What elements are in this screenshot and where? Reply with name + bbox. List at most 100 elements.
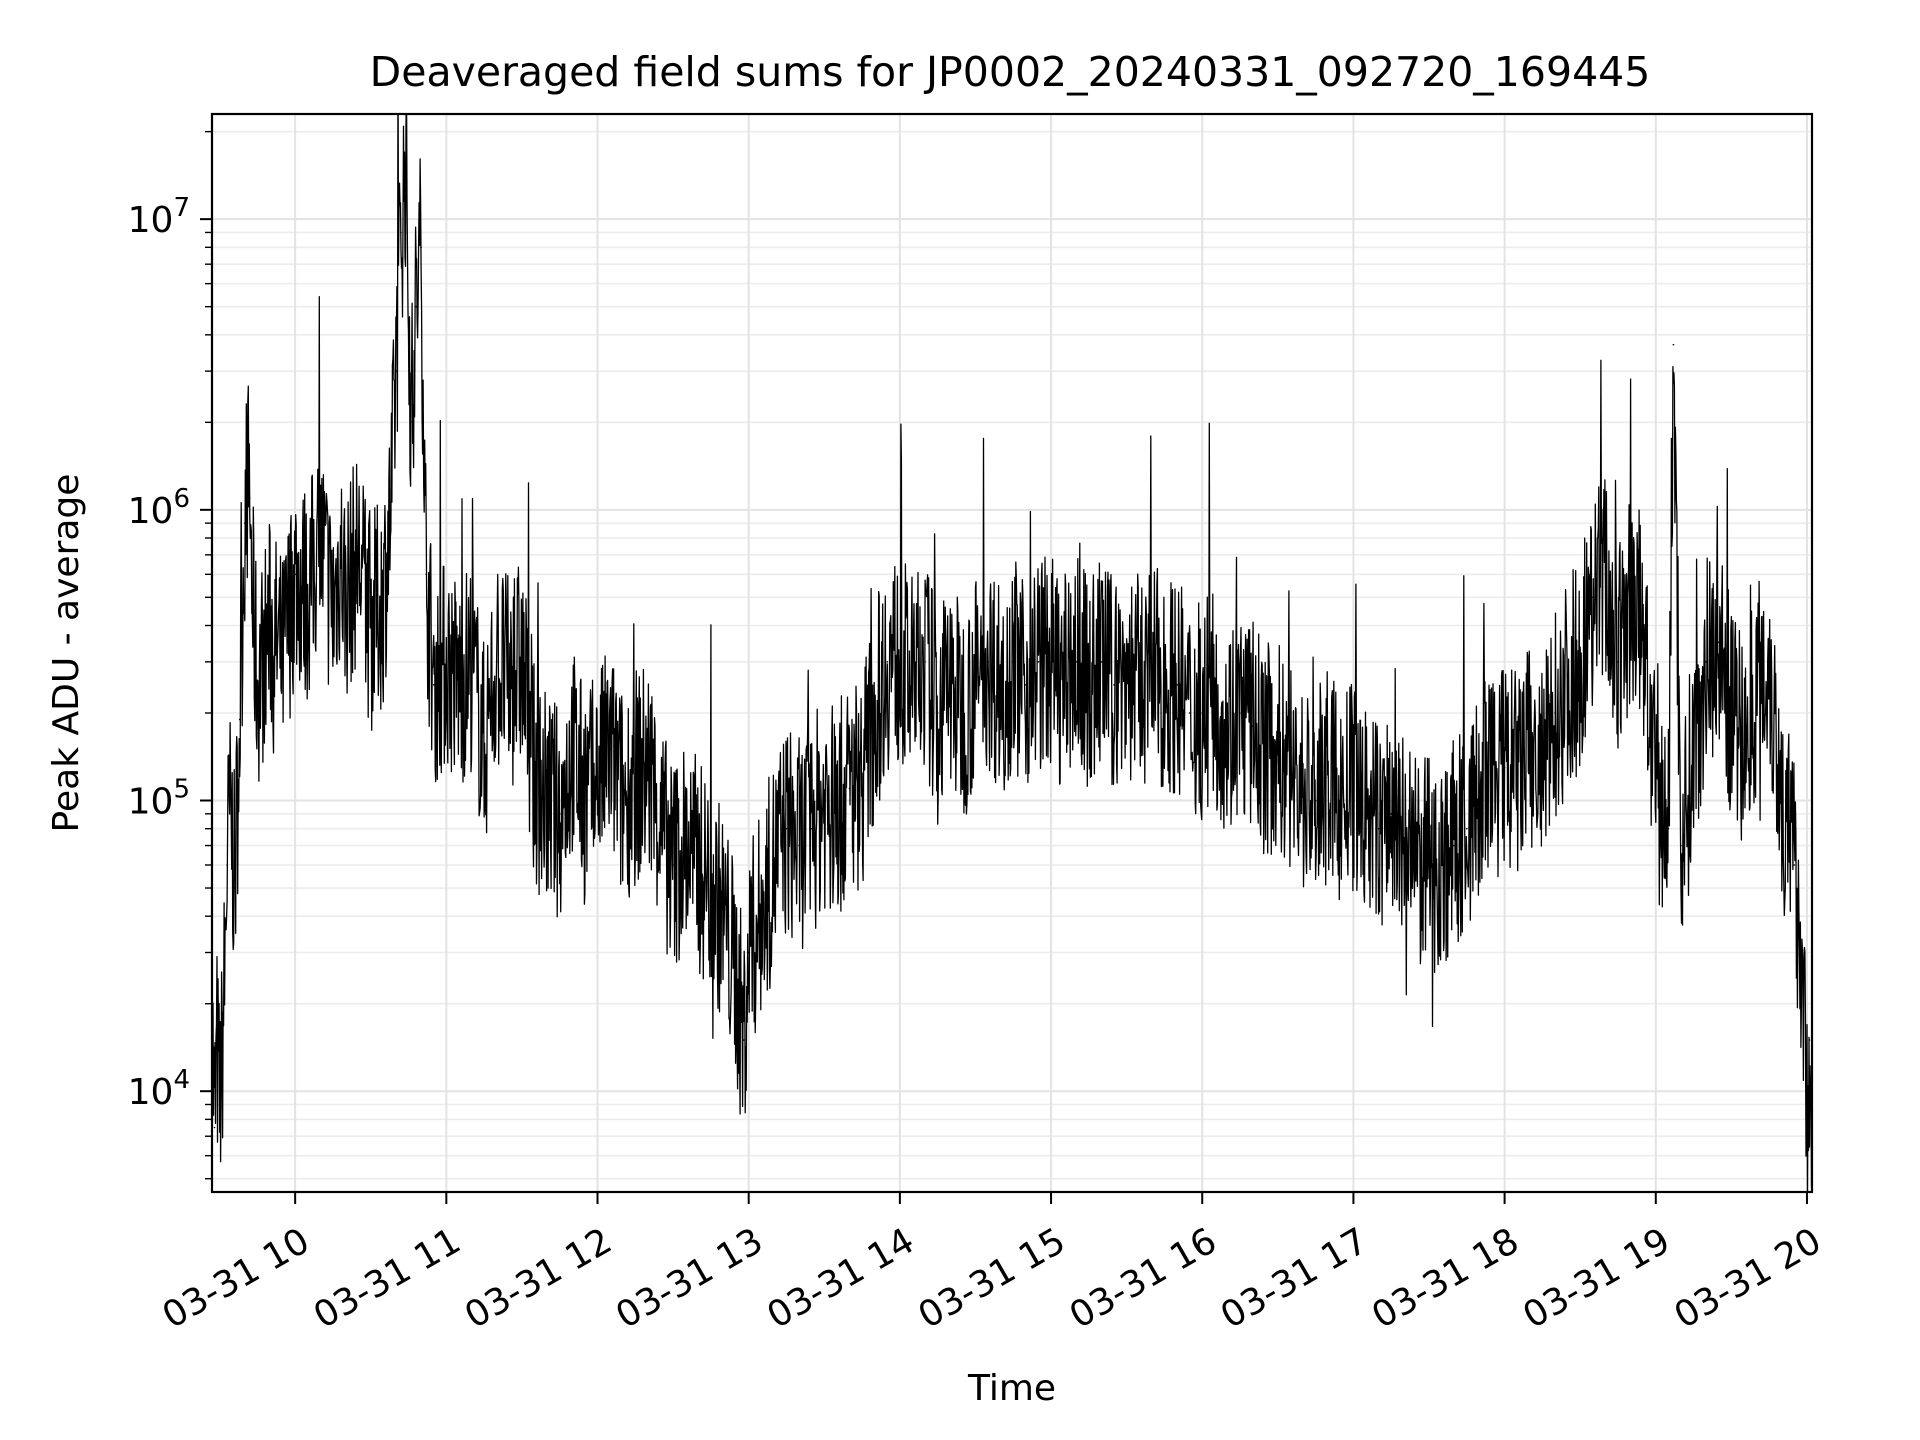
data-point <box>1528 748 1531 751</box>
data-point <box>684 844 687 847</box>
data-point <box>1440 864 1443 866</box>
data-point <box>1214 700 1216 702</box>
data-point <box>1428 864 1430 866</box>
data-point <box>213 1126 216 1129</box>
data-point <box>1541 776 1544 779</box>
data-point <box>1629 596 1632 599</box>
data-point <box>742 1039 745 1041</box>
x-tick-label: 03-31 13 <box>609 1220 770 1336</box>
data-point <box>1075 661 1078 663</box>
data-point <box>836 813 838 815</box>
data-point <box>911 684 914 686</box>
data-point <box>344 596 347 599</box>
data-point <box>319 537 322 539</box>
data-point <box>1088 684 1090 686</box>
data-point <box>1365 813 1367 815</box>
plot-area <box>212 114 1812 1192</box>
data-point <box>1302 787 1304 790</box>
data-point <box>1566 684 1569 686</box>
data-point <box>1717 641 1720 644</box>
data-point <box>410 421 412 424</box>
data-point <box>861 776 863 779</box>
data-point <box>596 776 599 779</box>
data-point <box>584 799 586 802</box>
data-point <box>1808 1039 1811 1041</box>
data-point <box>1289 766 1292 769</box>
data-point <box>1503 766 1506 769</box>
data-point <box>1403 844 1405 847</box>
data-point <box>1617 661 1619 663</box>
data-point <box>1239 712 1241 714</box>
data-point <box>773 864 775 866</box>
data-point <box>1264 748 1267 751</box>
data-point <box>1188 712 1191 714</box>
data-point <box>1554 712 1556 714</box>
data-point <box>1591 596 1594 599</box>
data-point <box>697 864 700 866</box>
data-point <box>760 915 763 917</box>
data-point <box>1755 684 1758 686</box>
data-point <box>1604 573 1607 576</box>
data-point <box>810 827 813 830</box>
data-point <box>483 748 485 751</box>
data-point <box>1062 684 1065 686</box>
data-point <box>1327 776 1330 779</box>
data-point <box>1390 813 1393 815</box>
data-point <box>1579 661 1581 663</box>
data-point <box>269 624 271 627</box>
data-point <box>1705 661 1707 663</box>
x-tick-label: 03-31 14 <box>760 1220 921 1336</box>
data-point <box>1340 799 1342 802</box>
data-point <box>924 661 926 663</box>
data-point <box>1801 951 1803 954</box>
chart-title: Deaveraged field sums for JP0002_2024033… <box>370 48 1651 96</box>
data-point <box>949 684 952 686</box>
series-line <box>212 114 1812 1192</box>
data-point <box>281 661 284 663</box>
data-point <box>216 1047 218 1050</box>
y-tick-label: 107 <box>128 193 190 241</box>
data-point <box>848 787 851 790</box>
data-point <box>458 684 460 686</box>
data-point <box>672 864 674 866</box>
data-point <box>873 712 876 714</box>
y-tick-label: 105 <box>128 775 190 823</box>
data-point <box>251 596 254 599</box>
data-point <box>999 684 1002 686</box>
data-point <box>987 661 989 663</box>
data-point <box>621 799 624 802</box>
data-point <box>659 827 662 830</box>
data-point <box>1100 661 1103 663</box>
data-point <box>747 951 750 954</box>
data-point <box>221 1057 223 1059</box>
data-point <box>1151 669 1153 672</box>
data-point <box>1226 725 1229 728</box>
data-point <box>710 887 712 889</box>
x-tick-label: 03-31 11 <box>307 1220 468 1336</box>
data-point <box>1743 748 1745 751</box>
data-point <box>962 712 964 714</box>
data-point <box>1654 799 1657 802</box>
data-point <box>256 684 259 686</box>
data-point <box>1113 684 1115 686</box>
y-tick-label: 106 <box>128 484 190 532</box>
data-point <box>1692 748 1695 751</box>
data-point <box>306 596 309 599</box>
data-point <box>1672 343 1675 346</box>
data-point <box>1491 776 1493 779</box>
data-point <box>390 509 392 511</box>
data-point <box>294 573 296 576</box>
plot-frame <box>210 112 1814 1194</box>
data-point <box>1138 684 1141 686</box>
x-tick-label: 03-31 16 <box>1063 1220 1224 1336</box>
data-point <box>722 915 725 917</box>
data-point <box>634 776 637 779</box>
data-point <box>1453 844 1456 847</box>
data-point <box>558 813 561 815</box>
data-point <box>1277 748 1279 751</box>
data-point <box>609 748 611 751</box>
data-point <box>1201 712 1204 714</box>
data-point <box>405 159 407 161</box>
